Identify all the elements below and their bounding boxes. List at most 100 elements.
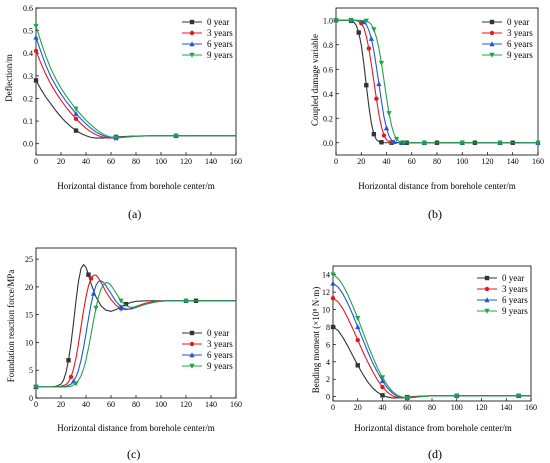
panel-d-label: (d) [428, 447, 442, 461]
panel-c-label: (c) [127, 447, 140, 461]
panel-d-series-0-point [330, 324, 336, 330]
panel-c-xtick-label: 20 [57, 400, 65, 409]
panel-c-xtick-label: 160 [230, 400, 242, 409]
panel-d-legend-marker [484, 297, 490, 303]
panel-a-legend-label: 0 year [207, 17, 229, 27]
panel-c-legend-label: 9 years [207, 361, 233, 371]
panel-a-xtick-label: 60 [107, 157, 115, 166]
panel-a-xtick-label: 40 [82, 157, 90, 166]
panel-d-legend-label: 0 year [502, 273, 524, 283]
panel-d-xtick-label: 100 [451, 403, 463, 412]
panel-d-series-3-point [330, 272, 336, 278]
panel-c-xtick-label: 60 [107, 400, 115, 409]
panel-b-ytick-label: 0.0 [323, 139, 333, 148]
panel-c-xtick-label: 100 [155, 400, 167, 409]
panel-b-ytick-label: 0.8 [323, 41, 333, 50]
panel-b-xtick-label: 140 [507, 157, 519, 166]
panel-b-xtick-label: 40 [383, 157, 391, 166]
panel-a-legend-marker [189, 52, 195, 58]
panel-a-xlabel: Horizontal distance from borehole center… [57, 181, 214, 191]
panel-b-series-3-line [336, 19, 538, 144]
panel-a-xtick-label: 80 [132, 157, 140, 166]
panel-a-plot: 0 20 40 60 80 100 120 140 160 0.0 0.1 0.2 0.3 0.4 0.5 0… [23, 4, 242, 166]
panel-c-series-1-point [88, 276, 94, 281]
panel-c-axes-frame [35, 247, 237, 399]
panel-a: 0 20 40 60 80 100 120 140 160 0.0 0.1 0.2 0.3 0.4 0.5 0… [4, 4, 242, 221]
panel-b-xtick-label: 0 [334, 157, 338, 166]
panel-d-series-0-line [332, 326, 531, 399]
panel-d-legend-marker [484, 286, 490, 292]
panel-a-xtick-label: 120 [180, 157, 192, 166]
panel-c-legend-marker [189, 352, 195, 358]
panel-c-legend-marker [189, 341, 195, 347]
panel-a-series-1-point [33, 48, 39, 54]
panel-b-series-2-point [383, 125, 390, 131]
panel-d-ytick-label: 8 [326, 323, 330, 332]
panel-d-plot: 0 20 40 60 80 100 120 140 160 0 2 4 6 8 10 12 14 0 year3 … [322, 265, 537, 412]
panel-d-series-3-point [454, 393, 460, 399]
panel-b-series-3-point [386, 111, 392, 117]
panel-c-ytick-label: 10 [25, 338, 33, 347]
panel-c-series-0-point [66, 358, 71, 363]
panel-b-plot: 0 20 40 60 80 100 120 140 160 0.0 0.2 0.4 0.6 0.8 1.0 0… [323, 7, 544, 166]
panel-b-xtick-label: 160 [532, 157, 544, 166]
panel-d-series-3-point [355, 316, 361, 322]
panel-c-ytick-label: 0 [29, 394, 33, 403]
panel-d-series-3-point [404, 395, 410, 401]
panel-b-xtick-label: 100 [456, 157, 468, 166]
panel-a-series-2-point [33, 34, 39, 40]
panel-d-series-1-point [380, 384, 385, 390]
panel-d-xtick-label: 80 [428, 403, 436, 412]
panel-d-ytick-label: 14 [322, 271, 330, 280]
panel-c-series-0-line [36, 263, 236, 388]
panel-d-xtick-label: 20 [354, 403, 362, 412]
panel-d-xtick-label: 160 [525, 403, 537, 412]
panel-a-ytick-label: 0.0 [23, 140, 33, 149]
panel-a-xtick-label: 100 [155, 157, 167, 166]
panel-b-legend-marker [489, 30, 495, 36]
panel-b-series-0-point [356, 30, 361, 35]
panel-c-legend-marker [189, 363, 195, 369]
panel-d-series-1-point [355, 337, 360, 343]
panel-b-series-3-point [333, 18, 339, 24]
panel-a-series-1-point [73, 116, 79, 122]
panel-b-xlabel: Horizontal distance from borehole center… [358, 181, 515, 191]
panel-a-xtick-label: 0 [34, 157, 38, 166]
panel-c-series-3-point [93, 305, 99, 311]
panel-a-series-3-point [33, 23, 39, 29]
panel-b-series-3-point [421, 140, 427, 146]
panel-a-ylabel: Deflection/m [4, 54, 14, 101]
panel-b-ytick-label: 0.4 [323, 90, 333, 99]
panel-b-ylabel: Coupled damage variable [310, 34, 320, 126]
panel-c-legend-label: 6 years [207, 350, 233, 360]
panel-a-xtick-label: 140 [205, 157, 217, 166]
panel-d-series-2-point [379, 378, 386, 384]
panel-b-legend-label: 9 years [507, 50, 533, 60]
panel-b-series-0-point [364, 82, 369, 88]
panel-c-ytick-label: 20 [25, 283, 33, 292]
panel-d-series-3-point [379, 375, 386, 381]
panel-a-series-0-line [35, 80, 236, 139]
panel-d-series-3-point [516, 393, 522, 399]
panel-c-ytick-label: 5 [29, 366, 33, 375]
panel-d-legend-label: 9 years [502, 306, 528, 316]
panel-a-ytick-label: 0.6 [23, 4, 33, 13]
panel-d-ytick-label: 4 [326, 358, 330, 367]
panel-a-series-0-point [33, 78, 39, 83]
panel-c-ytick-label: 15 [25, 311, 33, 320]
panel-b-ytick-label: 0.6 [323, 65, 333, 74]
panel-c-xtick-label: 40 [82, 400, 90, 409]
panel-c-xlabel: Horizontal distance from borehole center… [57, 423, 214, 433]
panel-b-xtick-label: 20 [357, 157, 365, 166]
panel-b-series-3-point [378, 60, 385, 66]
panel-d-series-0-point [355, 363, 360, 368]
panel-c-series-0-point [123, 301, 129, 307]
panel-b-series-3-point [348, 18, 354, 24]
panel-a-ytick-label: 0.2 [23, 94, 33, 103]
panel-d-legend-marker [484, 308, 490, 314]
panel-b-legend-label: 3 years [507, 28, 533, 38]
panel-a-series-3-point [73, 106, 79, 112]
panel-b-series-2-point [391, 138, 397, 144]
